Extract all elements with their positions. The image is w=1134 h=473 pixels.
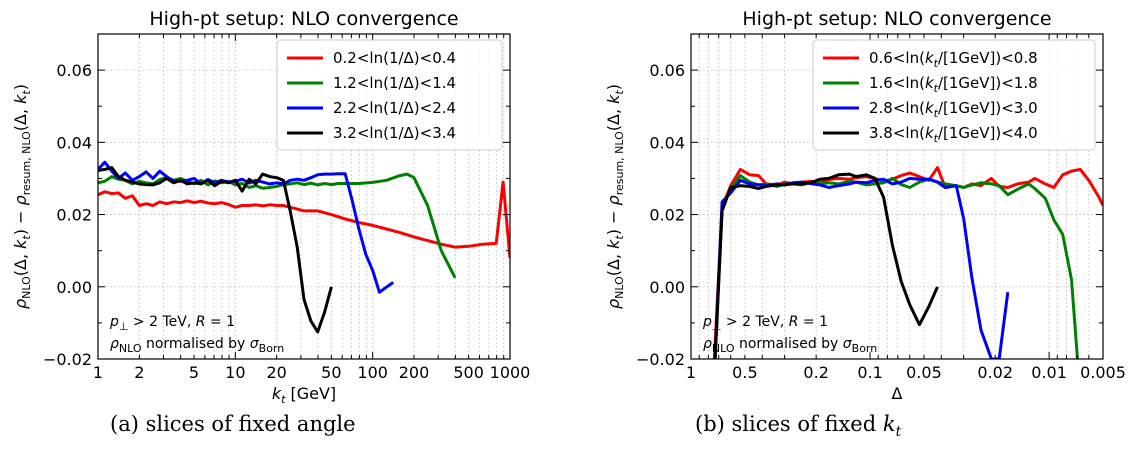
- series-group: [712, 166, 1103, 359]
- plot-frame: [690, 33, 1104, 360]
- y-tick-label: 0.06: [56, 61, 92, 80]
- x-tick-label: 0.05: [906, 363, 942, 382]
- chart-title: High-pt setup: NLO convergence: [149, 8, 458, 30]
- legend-entry-4: 3.2<ln(1/Δ)<3.4: [333, 124, 456, 142]
- x-tick-label: 5: [189, 363, 199, 382]
- x-tick-label: 0.1: [857, 363, 882, 382]
- x-tick-label: 0.02: [977, 363, 1013, 382]
- x-tick-label: 200: [399, 363, 430, 382]
- series-group: [98, 160, 510, 334]
- plot-frame: [97, 33, 511, 360]
- legend: 0.2<ln(1/Δ)<0.4 1.2<ln(1/Δ)<1.4 2.2<ln(1/Δ…: [276, 39, 503, 151]
- annotation-cut: p⊥ > 2 TeV, R = 1: [702, 314, 828, 333]
- y-tick-label: 0.06: [649, 61, 685, 80]
- x-tick-label: 0.01: [1031, 363, 1067, 382]
- caption-b: (b) slices of fixed kt: [695, 412, 902, 441]
- legend-entry-4: 3.8<ln(kt/[1GeV])<4.0: [869, 124, 1038, 145]
- series-line-4: [713, 172, 939, 359]
- x-tick-label: 1: [686, 363, 696, 382]
- legend-entry-1: 0.2<ln(1/Δ)<0.4: [333, 49, 456, 67]
- caption-a: (a) slices of fixed angle: [110, 412, 356, 436]
- y-tick-label: 0.04: [56, 133, 92, 152]
- x-tick-label: 1: [93, 363, 103, 382]
- y-tick-label: 0.00: [56, 278, 92, 297]
- annotation-normalisation: ρNLO normalised by σBorn: [110, 336, 284, 355]
- annotation-cut: p⊥ > 2 TeV, R = 1: [109, 314, 235, 333]
- x-tick-label: 0.005: [1080, 363, 1126, 382]
- series-line-1: [98, 180, 510, 259]
- series-line-2: [713, 174, 1079, 359]
- x-tick-label: 50: [321, 363, 341, 382]
- y-axis-label: ρNLO(Δ, kt) − ρresum, NLO(Δ, kt): [604, 84, 626, 309]
- x-tick-label: 20: [266, 363, 286, 382]
- ticks: [690, 33, 1104, 360]
- y-tick-label: 0.00: [649, 278, 685, 297]
- legend-entry-2: 1.2<ln(1/Δ)<1.4: [333, 74, 456, 92]
- x-tick-label: 0.2: [803, 363, 828, 382]
- y-tick-label: 0.02: [649, 206, 685, 225]
- annotation-normalisation: ρNLO normalised by σBorn: [703, 336, 877, 355]
- legend: 0.6<ln(kt/[1GeV])<0.8 1.6<ln(kt/[1GeV])<1…: [812, 39, 1096, 151]
- x-tick-label: 2: [134, 363, 144, 382]
- series-line-4: [98, 166, 333, 334]
- legend-box: [812, 39, 1096, 151]
- series-line-3: [98, 160, 395, 294]
- legend-entry-2: 1.6<ln(kt/[1GeV])<1.8: [869, 74, 1038, 95]
- x-tick-label: 100: [357, 363, 388, 382]
- series-line-3: [713, 176, 1010, 359]
- legend-box: [276, 39, 503, 151]
- chart-panel-a: 1 2 5 10 20 50 100 200 500 1000 −0.02 0.00 0.02 0.04 0…: [11, 8, 530, 406]
- legend-entry-3: 2.8<ln(kt/[1GeV])<3.0: [869, 99, 1038, 120]
- x-tick-label: 10: [225, 363, 245, 382]
- x-tick-label: 0.5: [732, 363, 757, 382]
- chart-title: High-pt setup: NLO convergence: [742, 8, 1051, 30]
- x-axis-label: Δ: [892, 384, 903, 403]
- y-tick-label: 0.02: [56, 206, 92, 225]
- chart-panel-b: 1 0.5 0.2 0.1 0.05 0.02 0.01 0.005 −0.02 0.00 0.02…: [604, 8, 1126, 403]
- y-tick-label: 0.04: [649, 133, 685, 152]
- y-tick-label: −0.02: [636, 350, 685, 369]
- x-tick-label: 500: [453, 363, 484, 382]
- legend-entry-1: 0.6<ln(kt/[1GeV])<0.8: [869, 49, 1038, 70]
- y-tick-label: −0.02: [43, 350, 92, 369]
- x-axis-label: kt [GeV]: [272, 384, 336, 406]
- ticks: [97, 33, 511, 360]
- legend-entry-3: 2.2<ln(1/Δ)<2.4: [333, 99, 456, 117]
- x-tick-label: 1000: [490, 363, 531, 382]
- y-axis-label: ρNLO(Δ, kt) − ρresum, NLO(Δ, kt): [11, 84, 33, 309]
